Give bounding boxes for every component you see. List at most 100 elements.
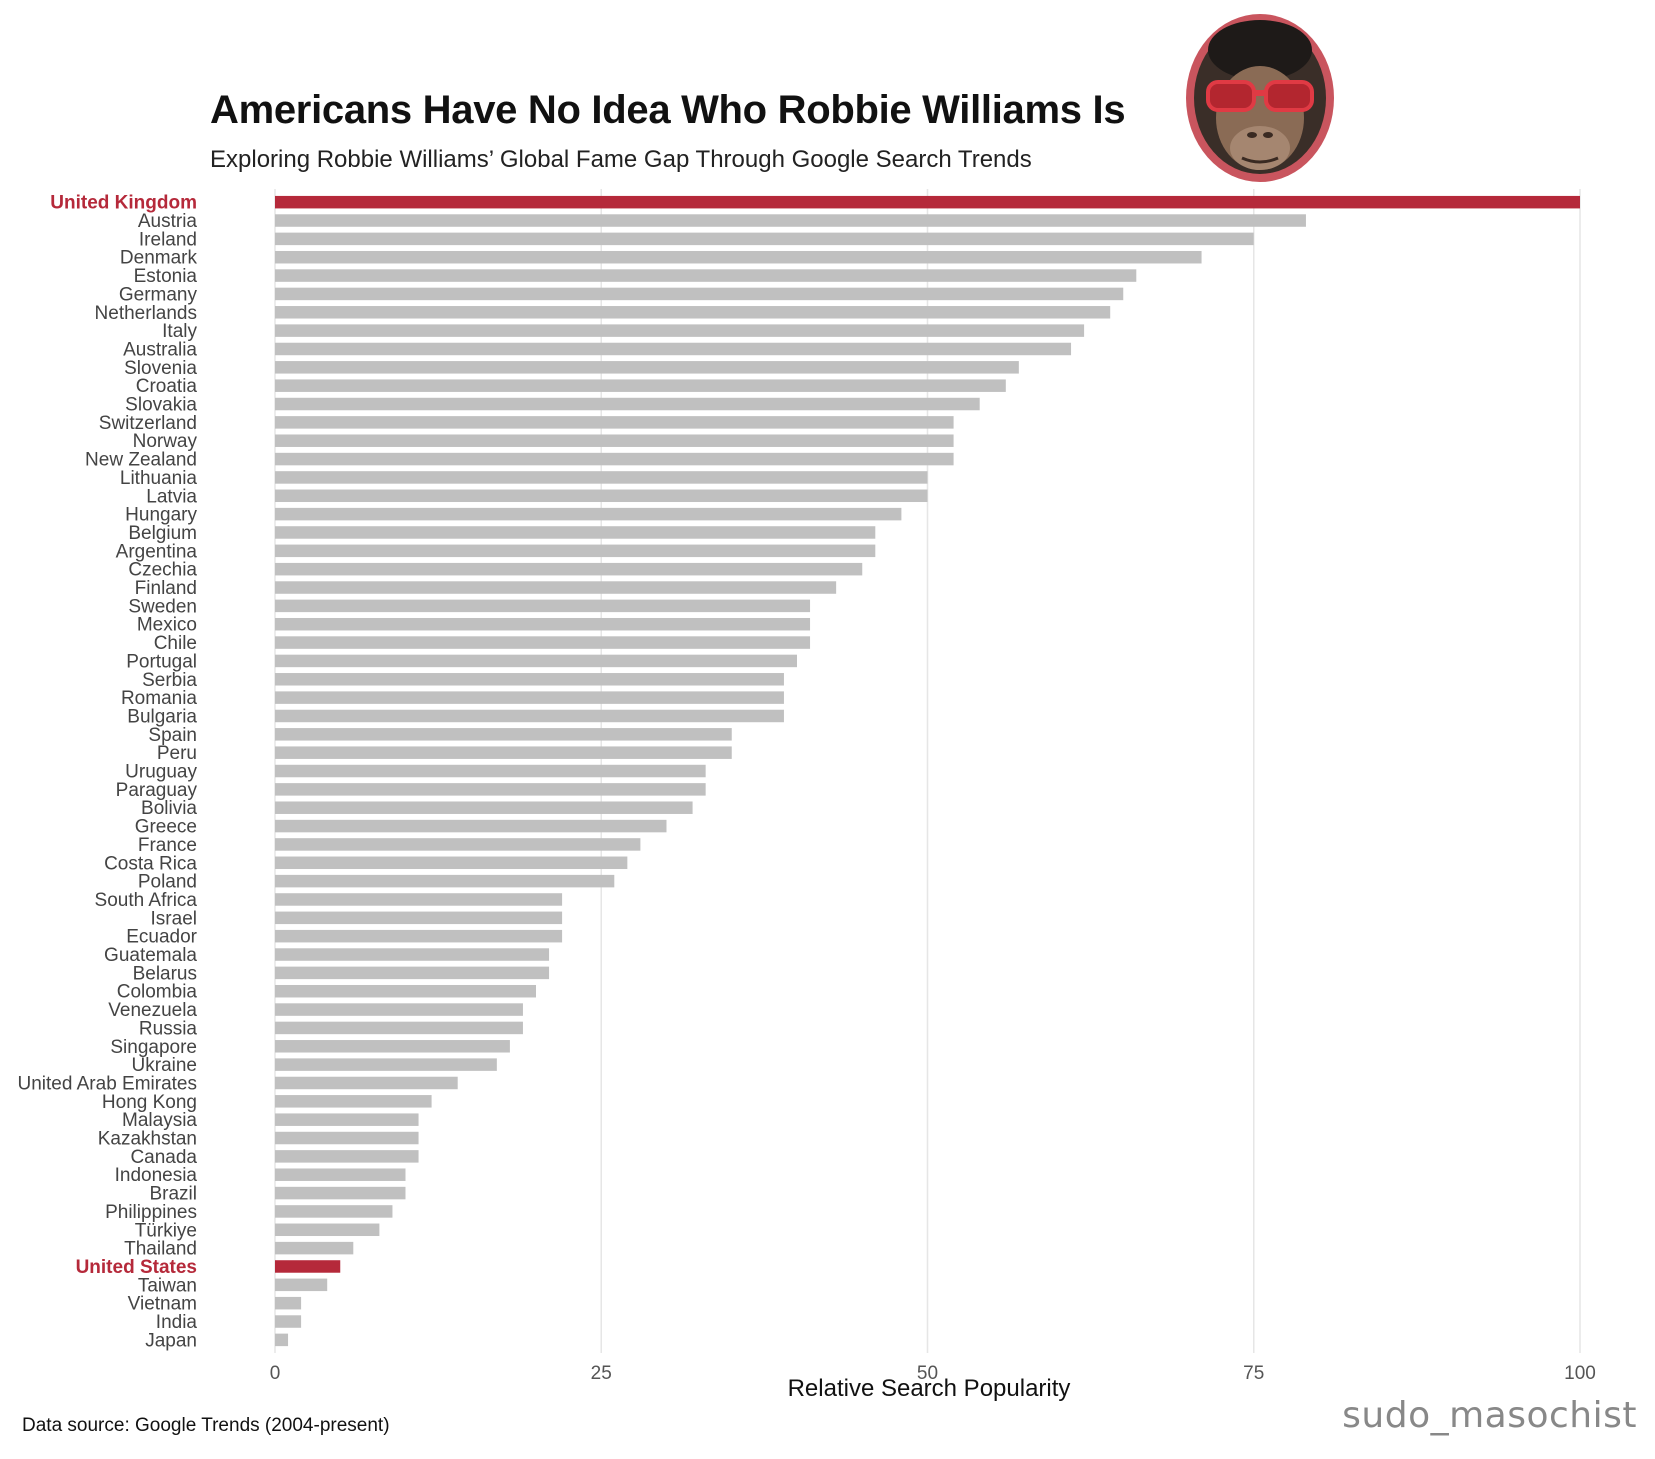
- category-label: Vietnam: [128, 1294, 197, 1315]
- x-axis-label: Relative Search Popularity: [788, 1375, 1071, 1402]
- bar-t-rkiye: [275, 1223, 380, 1237]
- category-label: Serbia: [142, 670, 197, 691]
- bar-philippines: [275, 1205, 393, 1218]
- category-label: Malaysia: [122, 1110, 197, 1131]
- data-source-note: Data source: Google Trends (2004-present…: [22, 1415, 390, 1436]
- category-label: Kazakhstan: [98, 1129, 197, 1150]
- category-label: Ireland: [139, 229, 197, 250]
- bar-venezuela: [275, 1003, 523, 1016]
- category-label: Portugal: [126, 651, 197, 672]
- bar-romania: [275, 691, 784, 704]
- category-labels: United KingdomAustriaIrelandDenmarkEston…: [17, 193, 197, 1352]
- category-label: Finland: [135, 578, 197, 599]
- bar-thailand: [275, 1241, 354, 1255]
- category-label: Paraguay: [116, 780, 198, 801]
- category-label: Costa Rica: [104, 853, 197, 874]
- bar-russia: [275, 1021, 523, 1035]
- category-label: Israel: [151, 908, 197, 929]
- category-label: Russia: [139, 1018, 198, 1039]
- bar-germany: [275, 287, 1124, 301]
- category-label: Japan: [145, 1330, 197, 1351]
- x-axis-ticks: 0 25 50 75 100: [270, 1363, 1596, 1384]
- category-label: Spain: [148, 725, 197, 746]
- category-label: Singapore: [110, 1037, 197, 1058]
- category-label: Canada: [130, 1147, 197, 1168]
- bar-ireland: [275, 232, 1254, 246]
- bar-norway: [275, 434, 954, 447]
- bar-japan: [275, 1333, 289, 1347]
- category-label: Bolivia: [141, 798, 197, 819]
- category-label: Belgium: [128, 523, 197, 544]
- category-label: Venezuela: [108, 1000, 197, 1021]
- bar-slovakia: [275, 397, 980, 411]
- bar-hong-kong: [275, 1095, 432, 1108]
- bar-belarus: [275, 966, 550, 980]
- author-watermark: sudo_masochist: [1342, 1395, 1637, 1436]
- bar-australia: [275, 342, 1072, 356]
- category-label: Latvia: [146, 486, 197, 507]
- x-tick-label: 0: [270, 1363, 281, 1384]
- category-label: India: [156, 1312, 198, 1333]
- bar-croatia: [275, 379, 1006, 392]
- bar-latvia: [275, 489, 928, 503]
- category-label: Switzerland: [99, 413, 197, 434]
- chart-title: Americans Have No Idea Who Robbie Willia…: [210, 88, 1126, 132]
- category-label: Croatia: [136, 376, 198, 397]
- category-label: Thailand: [124, 1239, 197, 1260]
- bar-malaysia: [275, 1113, 419, 1126]
- category-label: Hungary: [125, 505, 197, 526]
- bar-singapore: [275, 1040, 510, 1053]
- category-label: South Africa: [95, 890, 198, 911]
- bar-kazakhstan: [275, 1131, 419, 1145]
- bar-bulgaria: [275, 709, 784, 723]
- category-label: Slovenia: [124, 358, 197, 379]
- bar-united-states: [275, 1260, 341, 1273]
- bar-peru: [275, 746, 732, 759]
- bar-belgium: [275, 526, 876, 539]
- bar-costa-rica: [275, 856, 628, 870]
- bar-italy: [275, 324, 1085, 337]
- bar-denmark: [275, 250, 1202, 264]
- category-label: Austria: [138, 211, 198, 232]
- bar-argentina: [275, 544, 876, 558]
- category-label: France: [138, 835, 197, 856]
- bar-poland: [275, 874, 615, 888]
- category-label: Greece: [135, 817, 197, 838]
- category-label: United Kingdom: [50, 193, 197, 214]
- bar-taiwan: [275, 1278, 328, 1292]
- bar-united-arab-emirates: [275, 1076, 458, 1090]
- category-label: Poland: [138, 872, 197, 893]
- x-tick-label: 75: [1243, 1363, 1264, 1384]
- bar-mexico: [275, 617, 811, 631]
- category-label: Bulgaria: [127, 706, 197, 727]
- bar-france: [275, 838, 641, 851]
- category-label: United Arab Emirates: [17, 1073, 197, 1094]
- category-label: United States: [76, 1257, 197, 1278]
- bar-slovenia: [275, 361, 1019, 374]
- category-label: Germany: [119, 284, 198, 305]
- x-tick-label: 25: [591, 1363, 612, 1384]
- bar-brazil: [275, 1186, 406, 1200]
- bar-united-kingdom: [275, 195, 1580, 209]
- bar-switzerland: [275, 416, 954, 429]
- category-label: Guatemala: [104, 945, 197, 966]
- bar-india: [275, 1315, 302, 1328]
- bar-ukraine: [275, 1058, 497, 1071]
- bar-sweden: [275, 599, 811, 613]
- bar-paraguay: [275, 783, 706, 796]
- bar-chile: [275, 636, 811, 649]
- bar-colombia: [275, 984, 536, 998]
- category-label: Mexico: [137, 615, 197, 636]
- category-label: Indonesia: [115, 1165, 198, 1186]
- category-label: Italy: [162, 321, 197, 342]
- bar-portugal: [275, 654, 797, 668]
- category-label: Hong Kong: [102, 1092, 197, 1113]
- chart-subtitle: Exploring Robbie Williams’ Global Fame G…: [210, 146, 1032, 173]
- bar-vietnam: [275, 1296, 302, 1310]
- category-label: Norway: [133, 431, 198, 452]
- category-label: New Zealand: [85, 450, 197, 471]
- bar-finland: [275, 581, 837, 594]
- category-label: Chile: [154, 633, 197, 654]
- bar-south-africa: [275, 893, 563, 906]
- x-tick-label: 50: [917, 1363, 938, 1384]
